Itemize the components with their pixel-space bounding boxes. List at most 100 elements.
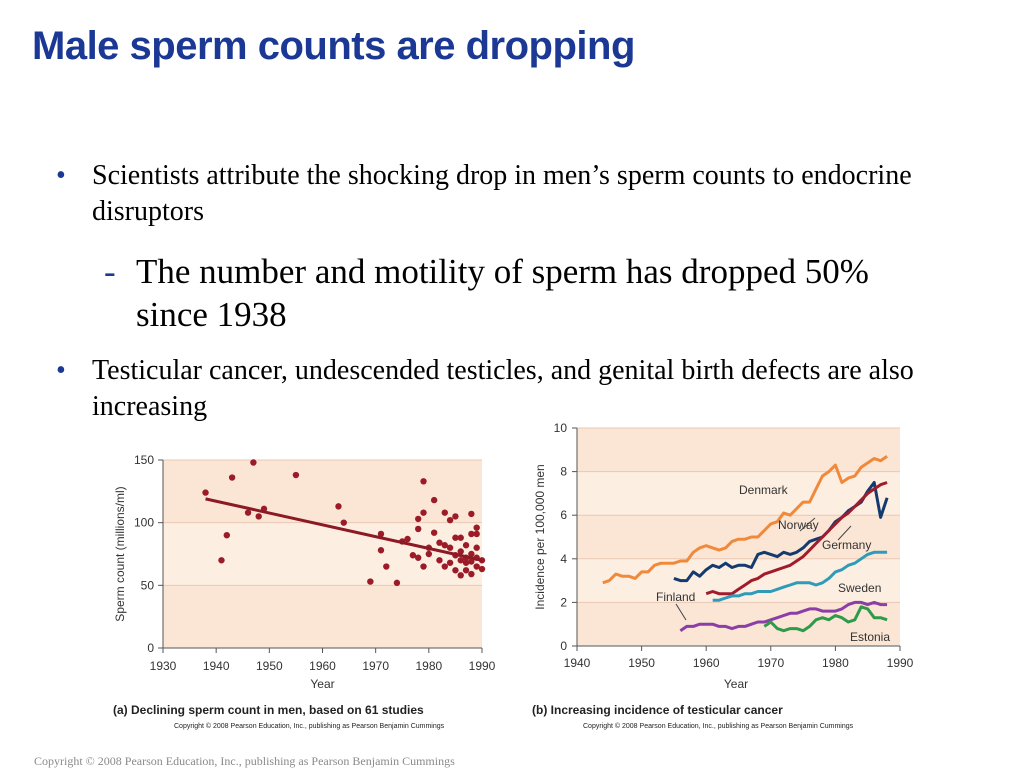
- bullet-2: • Testicular cancer, undescended testicl…: [56, 353, 936, 425]
- scatter-point: [468, 570, 475, 578]
- leader-finland: [675, 603, 687, 621]
- scatter-point: [468, 510, 475, 518]
- ytick-label-a: 50: [141, 578, 155, 592]
- scatter-point: [446, 559, 454, 566]
- scatter-point: [425, 550, 433, 558]
- xtick-label-a: 1930: [150, 659, 177, 673]
- scatter-point: [478, 565, 486, 573]
- leader-norway: [799, 517, 816, 532]
- scatter-point: [462, 542, 470, 549]
- slide-footer: Copyright © 2008 Pearson Education, Inc.…: [34, 754, 455, 768]
- scatter-point: [409, 552, 417, 559]
- scatter-point: [452, 534, 459, 541]
- slide-title: Male sperm counts are dropping: [32, 24, 635, 68]
- scatter-point: [340, 519, 347, 526]
- xtick-label-a: 1970: [362, 659, 389, 673]
- series-line-estonia: [763, 605, 888, 633]
- x-axis-label-a: Year: [310, 677, 334, 691]
- xtick-label-a: 1980: [415, 659, 442, 673]
- plot-band-b: [577, 428, 900, 472]
- xtick-label-a: 1960: [309, 659, 336, 673]
- scatter-point: [415, 554, 422, 561]
- ytick-label-a: 100: [134, 516, 154, 530]
- y-axis-label-a: Sperm count (millions/ml): [113, 486, 127, 621]
- scatter-point: [452, 513, 459, 520]
- scatter-point: [436, 539, 443, 546]
- xtick-label-b: 1970: [757, 656, 784, 670]
- scatter-point: [420, 509, 427, 516]
- series-label-denmark: Denmark: [739, 483, 789, 497]
- series-label-sweden: Sweden: [838, 581, 881, 595]
- ytick-label-a: 0: [147, 641, 154, 655]
- scatter-point: [377, 530, 385, 538]
- sub-bullet-marker: -: [104, 252, 116, 291]
- scatter-point: [457, 572, 464, 579]
- copyright-b: Copyright © 2008 Pearson Education, Inc.…: [583, 722, 854, 730]
- ytick-label-a: 150: [134, 453, 154, 467]
- series-label-germany: Germany: [822, 538, 871, 552]
- trend-line: [205, 497, 483, 562]
- series-line-denmark: [602, 455, 888, 585]
- plot-band-b: [577, 515, 900, 559]
- bullet-1: • Scientists attribute the shocking drop…: [56, 158, 936, 230]
- scatter-point: [457, 557, 464, 564]
- scatter-point: [473, 563, 480, 570]
- scatter-point: [228, 474, 236, 481]
- ytick-label-b: 8: [560, 465, 567, 479]
- scatter-point: [468, 530, 475, 538]
- bullet-2-text: Testicular cancer, undescended testicles…: [92, 355, 914, 422]
- scatter-point: [255, 513, 262, 520]
- sub-bullet-1: - The number and motility of sperm has d…: [104, 250, 924, 336]
- series-label-norway: Norway: [778, 518, 819, 532]
- bullet-1-text: Scientists attribute the shocking drop i…: [92, 160, 912, 227]
- ytick-label-b: 0: [560, 639, 567, 653]
- y-axis-label-b: Incidence per 100,000 men: [533, 464, 547, 609]
- scatter-point: [462, 559, 470, 566]
- xtick-label-a: 1990: [469, 659, 496, 673]
- plot-band-b: [577, 602, 900, 646]
- scatter-point: [473, 530, 480, 538]
- sub-bullet-1-text: The number and motility of sperm has dro…: [136, 252, 869, 334]
- xtick-label-a: 1950: [256, 659, 283, 673]
- ytick-label-b: 4: [560, 552, 567, 566]
- xtick-label-a: 1940: [203, 659, 230, 673]
- bullet-marker: •: [56, 355, 66, 386]
- scatter-point: [452, 567, 459, 574]
- ytick-label-b: 10: [554, 421, 568, 435]
- bullet-marker: •: [56, 160, 66, 191]
- scatter-point: [473, 544, 480, 551]
- caption-b: (b) Increasing incidence of testicular c…: [532, 703, 783, 717]
- series-line-sweden: [712, 550, 888, 602]
- scatter-point: [292, 471, 300, 479]
- scatter-point: [441, 509, 448, 516]
- scatter-point: [223, 532, 230, 539]
- leader-germany: [837, 525, 852, 541]
- scatter-point: [383, 563, 390, 570]
- scatter-point: [218, 557, 225, 564]
- ytick-label-b: 6: [560, 508, 567, 522]
- scatter-point: [430, 529, 438, 536]
- scatter-point: [420, 478, 427, 485]
- copyright-a: Copyright © 2008 Pearson Education, Inc.…: [174, 722, 445, 730]
- scatter-point: [244, 509, 252, 516]
- ytick-label-b: 2: [560, 595, 567, 609]
- scatter-point: [446, 516, 454, 524]
- scatter-point: [250, 459, 257, 466]
- caption-a: (a) Declining sperm count in men, based …: [113, 703, 424, 717]
- scatter-point: [367, 578, 374, 585]
- xtick-label-b: 1990: [887, 656, 914, 670]
- scatter-point: [462, 567, 470, 574]
- scatter-point: [430, 496, 438, 504]
- scatter-point: [420, 563, 427, 570]
- plot-band-a: [163, 585, 482, 648]
- scatter-point: [468, 558, 475, 565]
- scatter-point: [393, 579, 401, 587]
- scatter-point: [457, 534, 464, 541]
- scatter-point: [202, 489, 209, 496]
- xtick-label-b: 1940: [564, 656, 591, 670]
- series-line-finland: [679, 600, 888, 632]
- scatter-point: [441, 542, 448, 549]
- plot-band-a: [163, 460, 482, 523]
- scatter-point: [377, 547, 385, 554]
